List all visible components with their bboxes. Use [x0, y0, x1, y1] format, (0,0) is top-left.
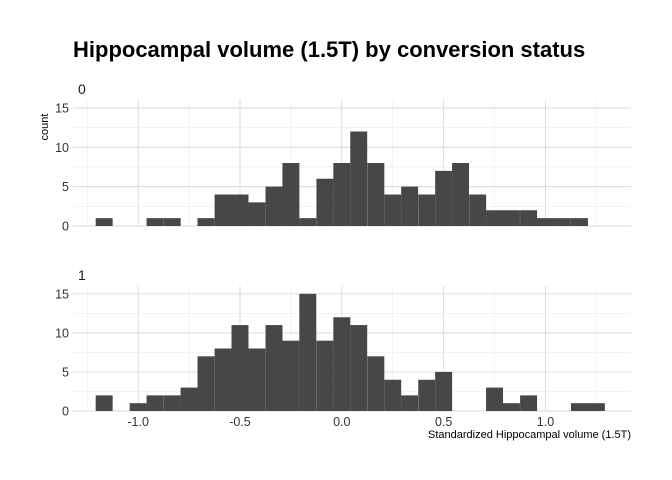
histogram-bar	[587, 403, 605, 411]
histogram-bar	[502, 403, 520, 411]
facet-label: 0	[78, 81, 86, 97]
histogram-bar	[163, 395, 181, 411]
y-tick-label: 5	[62, 365, 69, 379]
x-tick-label: 0.5	[435, 415, 452, 429]
x-tick-label: 0.0	[333, 415, 350, 429]
histogram-bar	[180, 387, 198, 411]
histogram-bar	[146, 218, 164, 226]
histogram-bar	[163, 218, 181, 226]
histogram-bar	[401, 395, 419, 411]
histogram-bar	[214, 348, 232, 411]
histogram-bar	[350, 325, 368, 411]
histogram-bar	[570, 403, 588, 411]
histogram-bar	[265, 186, 283, 226]
histogram-bar	[146, 395, 164, 411]
x-tick-label: -0.5	[229, 415, 251, 429]
y-tick-label: 5	[62, 180, 69, 194]
histogram-bar	[418, 194, 436, 226]
histogram-bar	[469, 194, 487, 226]
histogram-bar	[486, 387, 504, 411]
histogram-bar	[401, 186, 419, 226]
x-tick-label: -1.0	[127, 415, 149, 429]
histogram-bar	[95, 395, 113, 411]
histogram-bar	[248, 202, 266, 226]
y-tick-label: 15	[55, 101, 69, 115]
x-axis-label: Standardized Hippocampal volume (1.5T)	[428, 429, 631, 441]
histogram-bar	[333, 163, 351, 226]
histogram-bar	[316, 178, 334, 226]
histogram-bar	[282, 340, 300, 411]
histogram-bar	[452, 163, 470, 226]
histogram-bar	[384, 379, 402, 411]
histogram-bar	[299, 218, 317, 226]
y-tick-label: 0	[62, 220, 69, 234]
histogram-bar	[129, 403, 147, 411]
histogram-bar	[248, 348, 266, 411]
histogram-bar	[520, 210, 538, 226]
histogram-bar	[536, 218, 554, 226]
histogram-bar	[214, 194, 232, 226]
x-tick-label: 1.0	[537, 415, 554, 429]
histogram-bar	[367, 356, 385, 411]
histogram-bar	[316, 340, 334, 411]
facet-panel-0: 0 0 5 10 15	[55, 81, 631, 234]
histogram-bar	[197, 218, 215, 226]
histogram-bar	[231, 194, 249, 226]
histogram-bar	[570, 218, 588, 226]
histogram-bar	[333, 317, 351, 411]
y-tick-label: 10	[55, 141, 69, 155]
histogram-bar	[197, 356, 215, 411]
histogram-bar	[231, 325, 249, 411]
histogram-bar	[418, 379, 436, 411]
histogram-bar	[282, 163, 300, 226]
histogram-bar	[435, 371, 453, 411]
histogram-bar	[95, 218, 113, 226]
histogram-bar	[435, 170, 453, 226]
histogram-bar	[384, 194, 402, 226]
histogram-bar	[520, 395, 538, 411]
histogram-bar	[502, 210, 520, 226]
histogram-bar	[486, 210, 504, 226]
histogram-bar	[553, 218, 571, 226]
y-tick-label: 0	[62, 405, 69, 419]
histogram-bar	[367, 163, 385, 226]
y-axis-label: count	[39, 114, 51, 141]
y-tick-label: 10	[55, 326, 69, 340]
chart-title: Hippocampal volume (1.5T) by conversion …	[73, 37, 585, 62]
facet-label: 1	[78, 267, 86, 283]
histogram-bar	[265, 325, 283, 411]
y-tick-label: 15	[55, 287, 69, 301]
histogram-bar	[350, 131, 368, 226]
histogram-bar	[299, 293, 317, 411]
